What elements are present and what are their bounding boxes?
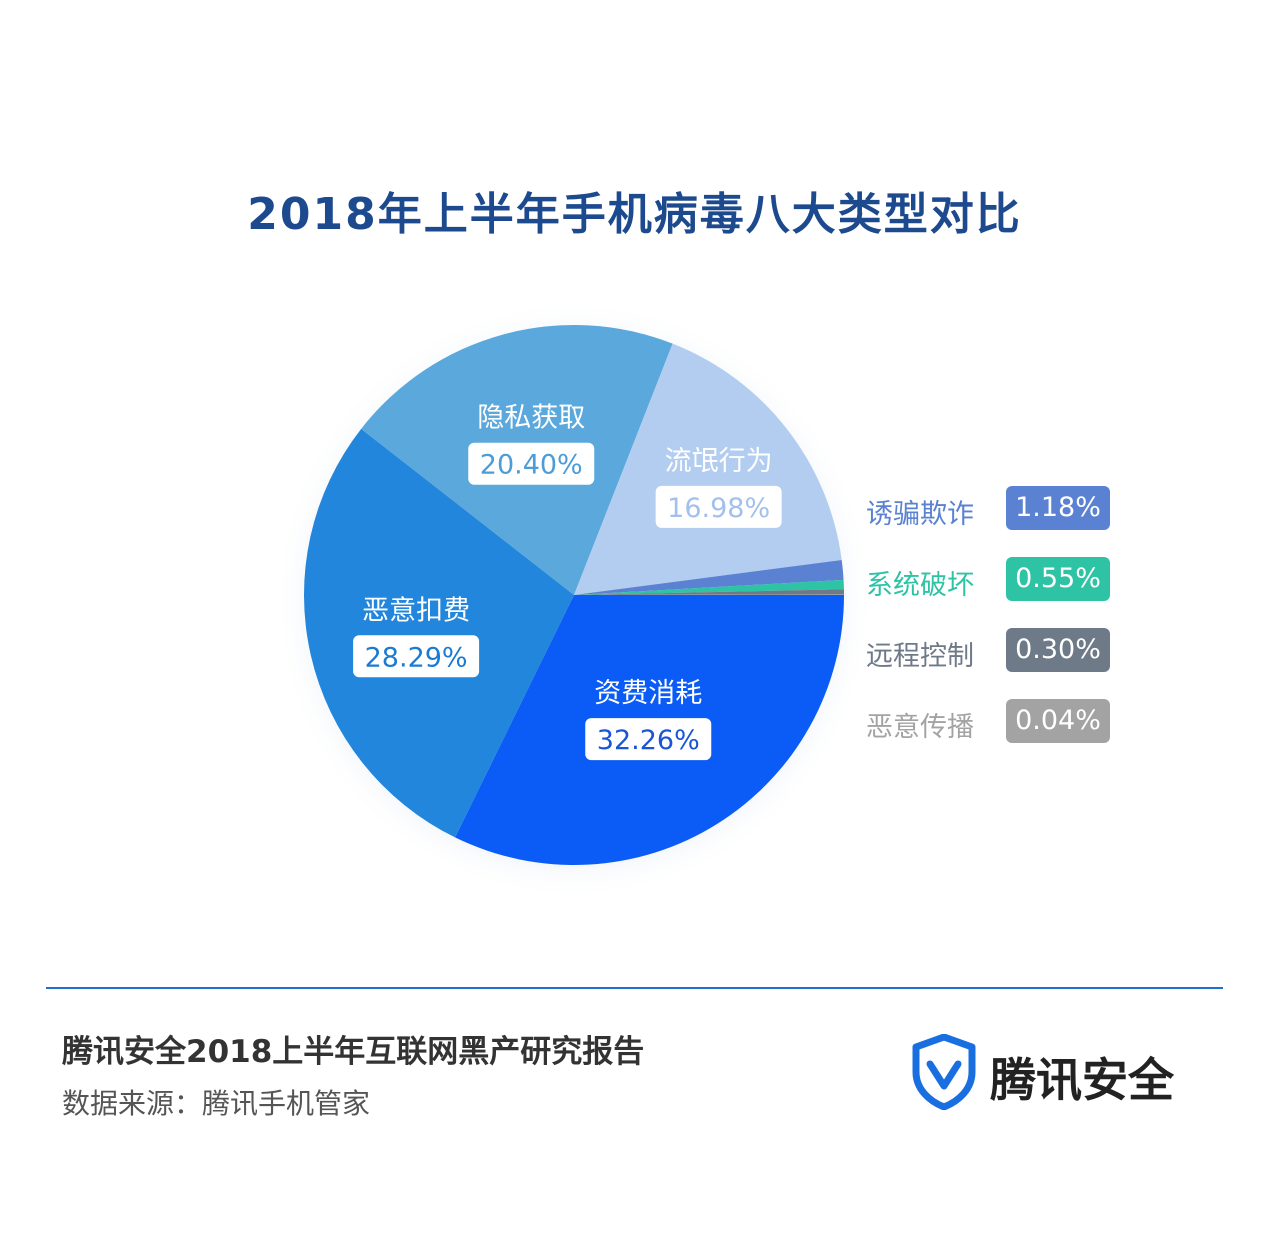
slice-label: 资费消耗 [594, 678, 702, 709]
slice-value-badge [655, 485, 782, 528]
slice-value-badge [585, 718, 712, 761]
pie-slice [574, 589, 844, 595]
brand-name: 腾讯安全 [990, 1053, 1174, 1107]
legend-value-badge: 0.04% [1006, 699, 1110, 743]
legend-label: 系统破坏 [866, 570, 974, 601]
brand-logo: 腾讯安全 [912, 1034, 1212, 1114]
chart-title: 2018年上半年手机病毒八大类型对比 [247, 189, 1022, 240]
slice-value: 32.26% [597, 725, 700, 756]
legend-item: 远程控制 0.30% [866, 628, 1116, 674]
pie-slices [303, 324, 844, 865]
pie-slice [574, 579, 844, 595]
pie-slice-labels: 资费消耗 32.26% 恶意扣费 28.29% 隐私获取 20.40% 流氓行为 16.98% [353, 403, 782, 761]
legend-label: 远程控制 [866, 641, 974, 672]
slice-value: 28.29% [365, 642, 468, 673]
slice-value: 16.98% [667, 493, 770, 524]
pie-slice [303, 428, 574, 838]
slice-value: 20.40% [480, 450, 583, 481]
slice-label: 恶意扣费 [362, 595, 470, 626]
slice-value-badge [468, 442, 595, 485]
pie-slice [574, 559, 844, 595]
legend-item: 恶意传播 0.04% [866, 699, 1116, 745]
legend-label: 诱骗欺诈 [866, 499, 974, 530]
pie-slice [574, 343, 842, 595]
shield-icon [912, 1034, 976, 1110]
slice-label: 流氓行为 [665, 446, 773, 477]
data-source: 数据来源：腾讯手机管家 [62, 1087, 371, 1120]
slice-label: 隐私获取 [477, 403, 585, 434]
pie-slice [574, 594, 844, 595]
legend-label: 恶意传播 [866, 712, 974, 743]
legend-item: 诱骗欺诈 1.18% [866, 486, 1116, 532]
legend-value-badge: 1.18% [1006, 486, 1110, 530]
pie-chart: 资费消耗 32.26% 恶意扣费 28.29% 隐私获取 20.40% 流氓行为 16.98% [274, 300, 874, 900]
legend-value-badge: 0.30% [1006, 628, 1110, 672]
legend-item: 系统破坏 0.55% [866, 557, 1116, 603]
slice-value-badge [353, 635, 480, 678]
footer-divider [46, 987, 1223, 989]
report-title: 腾讯安全2018上半年互联网黑产研究报告 [62, 1034, 645, 1070]
legend-value-badge: 0.55% [1006, 557, 1110, 601]
